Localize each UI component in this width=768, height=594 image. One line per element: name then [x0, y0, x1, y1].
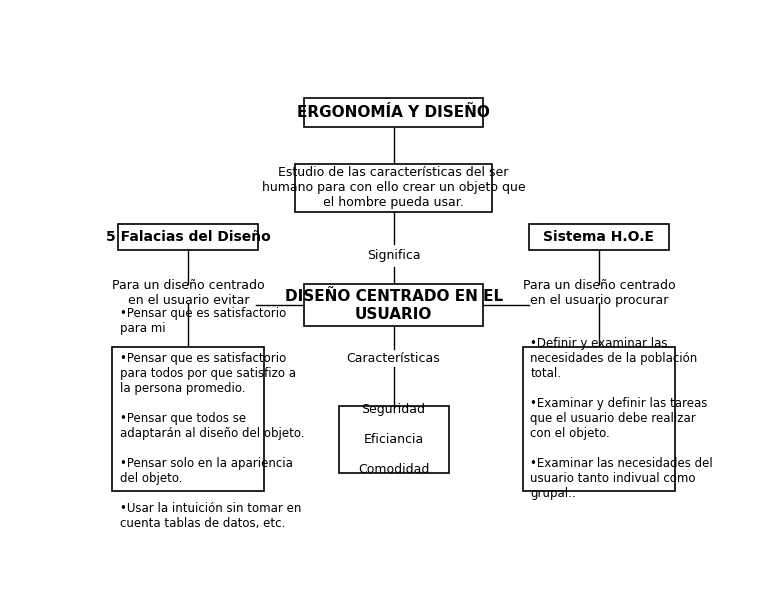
Text: •Pensar que es satisfactorio
para mi

•Pensar que es satisfactorio
para todos po: •Pensar que es satisfactorio para mi •Pe…	[120, 307, 304, 530]
Text: Para un diseño centrado
en el usuario evitar: Para un diseño centrado en el usuario ev…	[112, 279, 264, 307]
FancyBboxPatch shape	[304, 285, 483, 327]
FancyBboxPatch shape	[523, 347, 675, 491]
FancyBboxPatch shape	[118, 223, 258, 250]
FancyBboxPatch shape	[339, 406, 449, 473]
FancyBboxPatch shape	[304, 97, 483, 127]
FancyBboxPatch shape	[296, 164, 492, 212]
Text: DISEÑO CENTRADO EN EL
USUARIO: DISEÑO CENTRADO EN EL USUARIO	[284, 289, 503, 322]
Text: ERGONOMÍA Y DISEÑO: ERGONOMÍA Y DISEÑO	[297, 105, 490, 120]
Text: •Definir y examinar las
necesidades de la población
total.

•Examinar y definir : •Definir y examinar las necesidades de l…	[530, 337, 713, 500]
Text: Para un diseño centrado
en el usuario procurar: Para un diseño centrado en el usuario pr…	[523, 279, 675, 307]
Text: Características: Características	[346, 352, 441, 365]
Text: Seguridad

Eficiancia

Comodidad: Seguridad Eficiancia Comodidad	[358, 403, 429, 476]
FancyBboxPatch shape	[112, 347, 264, 491]
Text: Sistema H.O.E: Sistema H.O.E	[544, 230, 654, 244]
Text: 5 Falacias del Diseño: 5 Falacias del Diseño	[106, 230, 270, 244]
Text: Estudio de las características del ser
humano para con ello crear un objeto que
: Estudio de las características del ser h…	[262, 166, 525, 210]
FancyBboxPatch shape	[529, 223, 669, 250]
Text: Significa: Significa	[367, 249, 420, 261]
